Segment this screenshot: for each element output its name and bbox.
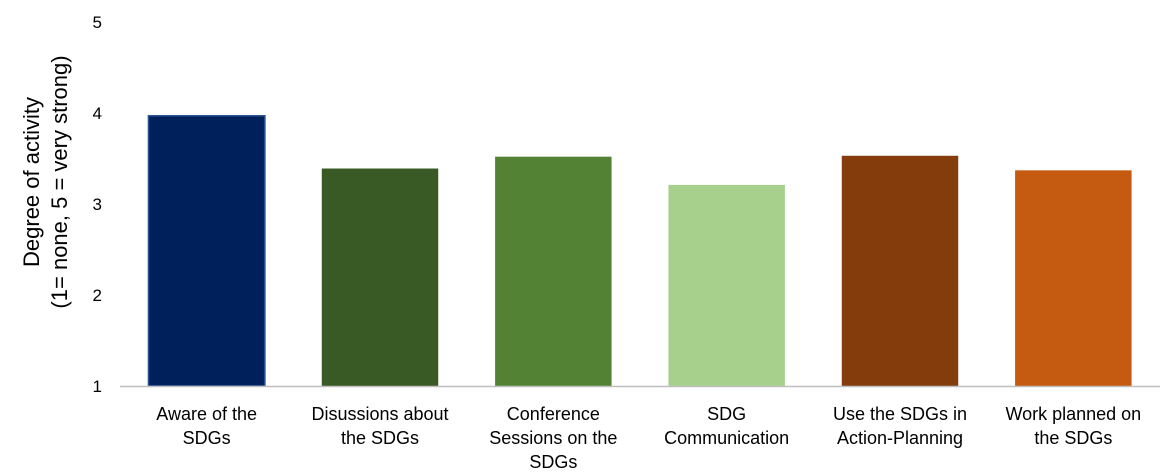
category-label: Aware of the xyxy=(156,404,257,424)
category-label: Action-Planning xyxy=(837,428,963,448)
category-label: SDGs xyxy=(183,428,231,448)
y-axis-ticks: 1 2 3 4 5 xyxy=(93,13,102,396)
y-axis-title-line: (1= none, 5 = very strong) xyxy=(47,55,72,308)
category-label: Use the SDGs in xyxy=(833,404,967,424)
category-label: Disussions about xyxy=(311,404,448,424)
bar xyxy=(1015,170,1132,386)
y-axis-title-line: Degree of activity xyxy=(19,97,44,267)
bars xyxy=(147,114,1132,387)
y-tick-label: 1 xyxy=(93,377,102,396)
y-axis-title: Degree of activity (1= none, 5 = very str… xyxy=(19,55,72,308)
bar xyxy=(841,155,959,386)
category-label: Communication xyxy=(664,428,789,448)
y-tick-label: 4 xyxy=(93,104,102,123)
bar xyxy=(495,156,612,386)
category-label: Sessions on the xyxy=(489,428,617,448)
category-label: the SDGs xyxy=(1034,428,1112,448)
bar xyxy=(668,184,785,386)
y-tick-label: 3 xyxy=(93,195,102,214)
category-label: SDGs xyxy=(529,452,577,472)
y-tick-label: 2 xyxy=(93,286,102,305)
category-label: Work planned on xyxy=(1005,404,1141,424)
category-label: SDG xyxy=(707,404,746,424)
bar xyxy=(147,114,266,387)
category-label: Conference xyxy=(507,404,600,424)
category-labels: Aware of the SDGs Disussions about the SDGs… xyxy=(156,404,1141,472)
y-tick-label: 5 xyxy=(93,13,102,32)
category-label: the SDGs xyxy=(341,428,419,448)
bar xyxy=(321,168,439,386)
